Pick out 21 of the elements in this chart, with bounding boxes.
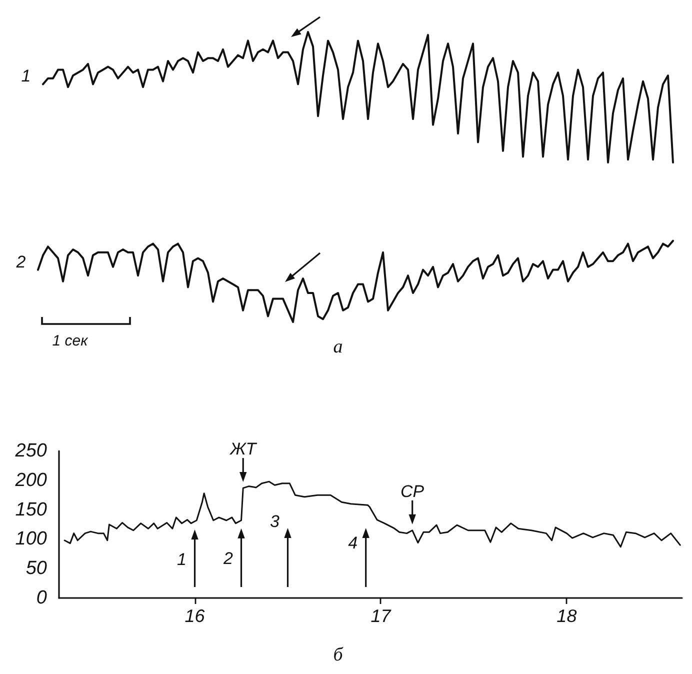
series-label: 2: [15, 252, 26, 272]
annotation: 2: [222, 548, 234, 568]
annotation: 4: [348, 534, 358, 553]
text: б: [333, 644, 344, 666]
annotation: ЖТ: [229, 440, 258, 459]
line-series: [64, 480, 681, 548]
x-tick-label: 17: [370, 606, 392, 626]
text: а: [333, 336, 343, 358]
y-tick-label: 150: [15, 499, 48, 520]
series-label: 1: [21, 66, 31, 86]
y-tick-label: 100: [15, 528, 48, 550]
annotation: 1: [177, 550, 186, 570]
text: 1 сек: [52, 332, 89, 350]
y-tick-label: 50: [26, 558, 48, 580]
x-tick-label: 16: [184, 606, 206, 626]
annotation: 3: [270, 512, 280, 531]
y-tick-label: 0: [36, 588, 48, 608]
y-tick-label: 200: [14, 470, 48, 491]
y-tick-label: 250: [14, 440, 48, 462]
annotation: СР: [400, 482, 425, 501]
x-tick-label: 18: [556, 606, 577, 626]
